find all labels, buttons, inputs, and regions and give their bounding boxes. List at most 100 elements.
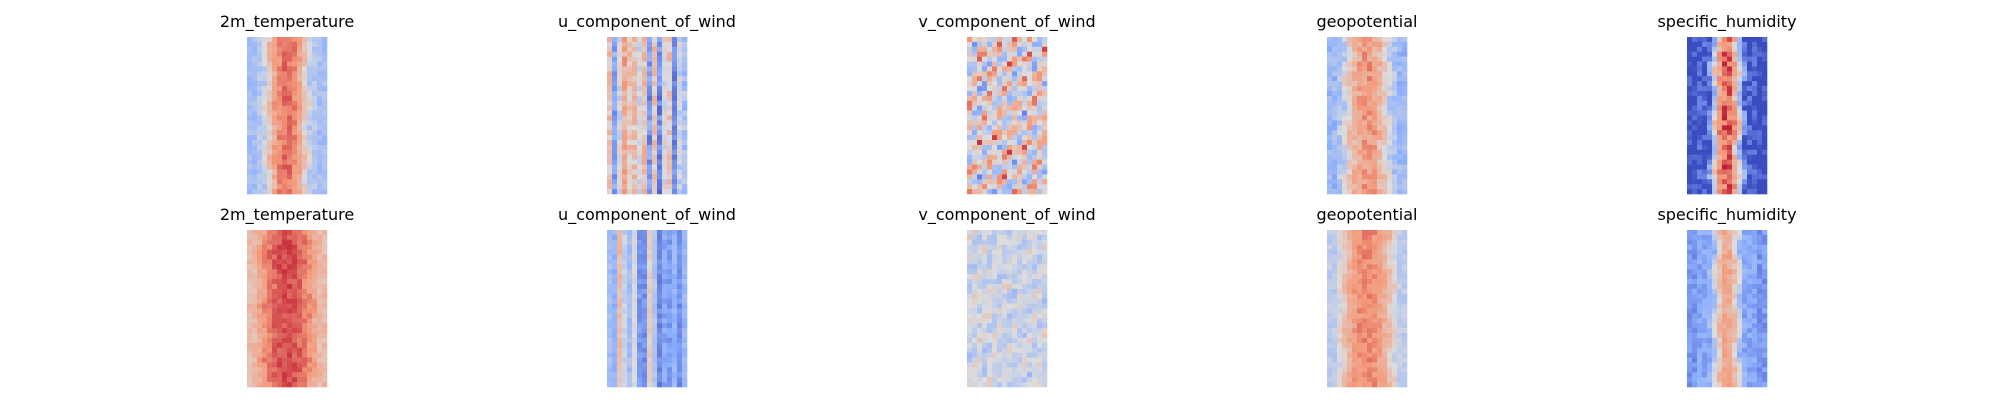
heatmap-cell <box>607 377 613 383</box>
heatmap-cell <box>1362 288 1368 295</box>
heatmap-cell <box>1352 154 1358 160</box>
heatmap-cell <box>1367 81 1373 87</box>
heatmap-cell <box>287 347 293 353</box>
heatmap-cell <box>1362 159 1368 165</box>
heatmap-cell <box>647 184 653 190</box>
heatmap-cell <box>972 293 978 299</box>
heatmap-cell <box>1017 377 1023 383</box>
heatmap-cell <box>292 90 298 97</box>
heatmap-cell <box>262 110 268 116</box>
heatmap-cell <box>297 288 303 295</box>
heatmap-cell <box>1352 37 1358 43</box>
heatmap-cell <box>1732 174 1738 180</box>
heatmap-cell <box>1347 76 1353 82</box>
heatmap-cell <box>1397 56 1403 62</box>
heatmap-cell <box>1032 234 1038 241</box>
heatmap-cell <box>1397 144 1403 151</box>
heatmap-cell <box>1337 86 1343 92</box>
heatmap-cell <box>977 230 983 236</box>
heatmap-cell <box>1377 66 1383 72</box>
heatmap-cell <box>1327 293 1333 299</box>
heatmap-cell <box>667 120 673 126</box>
heatmap-cell <box>1362 357 1368 363</box>
heatmap-cell <box>1342 274 1348 280</box>
heatmap-cell <box>252 56 258 62</box>
heatmap-cell <box>1377 372 1383 378</box>
heatmap-cell <box>302 318 308 324</box>
heatmap-cell <box>1687 189 1693 195</box>
heatmap-cell <box>972 337 978 344</box>
heatmap-cell <box>1702 323 1708 329</box>
heatmap-cell <box>1717 159 1723 165</box>
heatmap-cell <box>1742 254 1748 260</box>
heatmap-cell <box>267 159 273 165</box>
heatmap-cell <box>967 164 973 170</box>
heatmap-cell <box>1042 149 1048 156</box>
heatmap-cell <box>1757 244 1763 250</box>
heatmap-cell <box>1387 279 1393 285</box>
heatmap-cell <box>322 274 328 280</box>
heatmap-cell <box>1747 56 1753 62</box>
heatmap-cell <box>302 362 308 368</box>
heatmap-cell <box>1732 95 1738 102</box>
heatmap-cell <box>292 189 298 195</box>
heatmap-cell <box>257 130 263 136</box>
heatmap-cell <box>1347 362 1353 368</box>
heatmap-cell <box>1717 303 1723 309</box>
heatmap-cell <box>1372 179 1378 185</box>
heatmap-cell <box>967 249 973 255</box>
heatmap-cell <box>1402 46 1408 53</box>
heatmap-cell <box>1007 230 1013 236</box>
heatmap-cell <box>607 110 613 116</box>
heatmap-cell <box>1707 159 1713 165</box>
heatmap-cell <box>1022 81 1028 87</box>
heatmap-cell <box>1012 61 1018 67</box>
heatmap-cell <box>1042 249 1048 255</box>
heatmap-cell <box>307 249 313 255</box>
heatmap-cell <box>1757 46 1763 53</box>
heatmap-cell <box>277 120 283 126</box>
heatmap-cell <box>1712 308 1718 314</box>
heatmap-cell <box>622 313 628 319</box>
heatmap-cell <box>277 249 283 255</box>
heatmap-cell <box>1732 61 1738 67</box>
heatmap-cell <box>1022 66 1028 72</box>
heatmap-cell <box>622 333 628 339</box>
heatmap-cell <box>1352 66 1358 72</box>
heatmap-cell <box>1742 66 1748 72</box>
heatmap-cell <box>1377 328 1383 334</box>
heatmap-cell <box>1002 56 1008 62</box>
heatmap-cell <box>627 249 633 255</box>
heatmap-cell <box>632 357 638 363</box>
heatmap-cell <box>317 293 323 299</box>
heatmap-cell <box>1397 95 1403 102</box>
heatmap-cell <box>987 298 993 304</box>
heatmap-cell <box>642 313 648 319</box>
heatmap-cell <box>1697 41 1703 48</box>
heatmap-cell <box>1332 76 1338 82</box>
heatmap-cell <box>677 37 683 43</box>
heatmap-cell <box>1697 179 1703 185</box>
heatmap-cell <box>1747 259 1753 265</box>
heatmap-cell <box>657 154 663 160</box>
heatmap-cell <box>642 51 648 57</box>
heatmap-cell <box>1692 46 1698 53</box>
heatmap-cell <box>1367 288 1373 295</box>
heatmap-cell <box>1017 303 1023 309</box>
heatmap-cell <box>1687 37 1693 43</box>
heatmap-cell <box>1692 184 1698 190</box>
heatmap-cell <box>307 61 313 67</box>
heatmap-cell <box>627 337 633 344</box>
heatmap-cell <box>992 352 998 358</box>
heatmap-cell <box>1402 86 1408 92</box>
heatmap-cell <box>1377 144 1383 151</box>
panel-title: u_component_of_wind <box>558 12 736 32</box>
heatmap-cell <box>247 110 253 116</box>
heatmap-cell <box>317 66 323 72</box>
heatmap-cell <box>667 174 673 180</box>
heatmap-cell <box>607 362 613 368</box>
heatmap-cell <box>1387 230 1393 236</box>
heatmap-cell <box>1382 110 1388 116</box>
heatmap-cell <box>262 140 268 146</box>
heatmap-cell <box>1737 115 1743 121</box>
